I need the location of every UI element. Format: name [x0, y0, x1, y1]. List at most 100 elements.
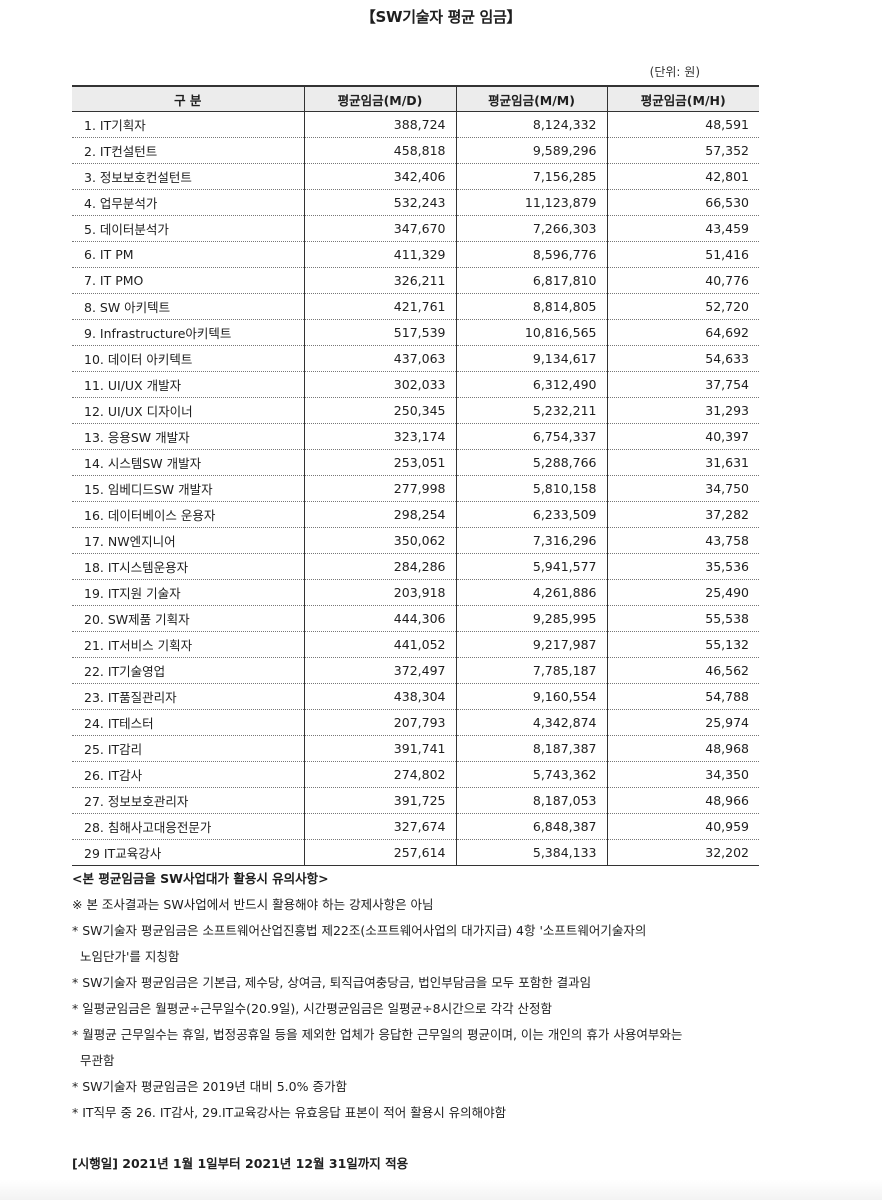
row-daily-wage: 517,539 [303, 319, 456, 346]
table-row: 25. IT감리 391,741 8,187,387 48,968 [72, 735, 759, 762]
row-hourly-wage: 46,562 [606, 657, 759, 684]
row-monthly-wage: 7,156,285 [455, 163, 607, 190]
row-monthly-wage: 9,589,296 [455, 137, 607, 164]
row-hourly-wage: 31,631 [606, 449, 759, 476]
row-monthly-wage: 7,316,296 [455, 527, 607, 554]
row-hourly-wage: 66,530 [606, 189, 759, 216]
row-monthly-wage: 6,848,387 [455, 813, 607, 840]
row-daily-wage: 438,304 [303, 683, 456, 710]
header-daily-wage: 평균임금(M/D) [303, 85, 456, 112]
row-monthly-wage: 8,187,387 [455, 735, 607, 762]
row-category: 15. 임베디드SW 개발자 [72, 475, 304, 502]
row-daily-wage: 298,254 [303, 501, 456, 528]
row-monthly-wage: 5,288,766 [455, 449, 607, 476]
row-monthly-wage: 9,285,995 [455, 605, 607, 632]
row-category: 14. 시스템SW 개발자 [72, 449, 304, 476]
row-monthly-wage: 5,384,133 [455, 839, 607, 866]
table-row: 13. 응용SW 개발자 323,174 6,754,337 40,397 [72, 423, 759, 450]
row-daily-wage: 411,329 [303, 241, 456, 268]
page-bottom-fade [0, 1180, 882, 1200]
row-daily-wage: 444,306 [303, 605, 456, 632]
row-daily-wage: 437,063 [303, 345, 456, 372]
row-monthly-wage: 9,160,554 [455, 683, 607, 710]
row-daily-wage: 323,174 [303, 423, 456, 450]
table-row: 20. SW제품 기획자 444,306 9,285,995 55,538 [72, 605, 759, 632]
row-daily-wage: 350,062 [303, 527, 456, 554]
row-hourly-wage: 48,966 [606, 787, 759, 814]
row-hourly-wage: 55,132 [606, 631, 759, 658]
row-category: 2. IT컨설턴트 [72, 137, 304, 164]
row-hourly-wage: 43,459 [606, 215, 759, 242]
row-category: 18. IT시스템운용자 [72, 553, 304, 580]
row-category: 26. IT감사 [72, 761, 304, 788]
row-category: 3. 정보보호컨설턴트 [72, 163, 304, 190]
note-item: * IT직무 중 26. IT감사, 29.IT교육강사는 유효응답 표본이 적… [72, 1105, 507, 1120]
row-daily-wage: 257,614 [303, 839, 456, 866]
row-hourly-wage: 25,974 [606, 709, 759, 736]
row-hourly-wage: 52,720 [606, 293, 759, 320]
row-category: 7. IT PMO [72, 267, 304, 294]
table-body: 1. IT기획자 388,724 8,124,332 48,591 2. IT컨설턴트 4… [72, 111, 759, 866]
row-category: 25. IT감리 [72, 735, 304, 762]
row-daily-wage: 326,211 [303, 267, 456, 294]
row-monthly-wage: 8,596,776 [455, 241, 607, 268]
row-hourly-wage: 48,591 [606, 111, 759, 138]
row-monthly-wage: 5,810,158 [455, 475, 607, 502]
row-category: 16. 데이터베이스 운용자 [72, 501, 304, 528]
page-title: 【SW기술자 평균 임금】 [360, 8, 522, 26]
row-category: 24. IT테스터 [72, 709, 304, 736]
row-daily-wage: 532,243 [303, 189, 456, 216]
table-row: 4. 업무분석가 532,243 11,123,879 66,530 [72, 189, 759, 216]
row-hourly-wage: 40,959 [606, 813, 759, 840]
row-hourly-wage: 48,968 [606, 735, 759, 762]
row-monthly-wage: 8,187,053 [455, 787, 607, 814]
row-category: 13. 응용SW 개발자 [72, 423, 304, 450]
row-daily-wage: 441,052 [303, 631, 456, 658]
row-category: 11. UI/UX 개발자 [72, 371, 304, 398]
table-row: 29 IT교육강사 257,614 5,384,133 32,202 [72, 839, 759, 866]
row-monthly-wage: 9,217,987 [455, 631, 607, 658]
row-category: 17. NW엔지니어 [72, 527, 304, 554]
row-category: 9. Infrastructure아키텍트 [72, 319, 304, 346]
row-monthly-wage: 5,941,577 [455, 553, 607, 580]
table-row: 9. Infrastructure아키텍트 517,539 10,816,565 64… [72, 319, 759, 346]
table-row: 15. 임베디드SW 개발자 277,998 5,810,158 34,750 [72, 475, 759, 502]
row-hourly-wage: 34,350 [606, 761, 759, 788]
table-row: 6. IT PM 411,329 8,596,776 51,416 [72, 241, 759, 268]
row-category: 20. SW제품 기획자 [72, 605, 304, 632]
row-hourly-wage: 34,750 [606, 475, 759, 502]
row-daily-wage: 458,818 [303, 137, 456, 164]
row-category: 5. 데이터분석가 [72, 215, 304, 242]
row-monthly-wage: 9,134,617 [455, 345, 607, 372]
table-row: 10. 데이터 아키텍트 437,063 9,134,617 54,633 [72, 345, 759, 372]
note-item: * 월평균 근무일수는 휴일, 법정공휴일 등을 제외한 업체가 응답한 근무일… [72, 1027, 683, 1042]
row-daily-wage: 391,741 [303, 735, 456, 762]
row-hourly-wage: 57,352 [606, 137, 759, 164]
row-monthly-wage: 7,785,187 [455, 657, 607, 684]
row-monthly-wage: 5,743,362 [455, 761, 607, 788]
notes-section: <본 평균임금을 SW사업대가 활용시 유의사항> ※ 본 조사결과는 SW사업… [72, 866, 772, 1126]
table-row: 2. IT컨설턴트 458,818 9,589,296 57,352 [72, 137, 759, 164]
table-row: 18. IT시스템운용자 284,286 5,941,577 35,536 [72, 553, 759, 580]
row-hourly-wage: 55,538 [606, 605, 759, 632]
row-daily-wage: 302,033 [303, 371, 456, 398]
header-hourly-wage: 평균임금(M/H) [606, 85, 759, 112]
row-hourly-wage: 35,536 [606, 553, 759, 580]
header-category: 구 분 [72, 85, 304, 112]
note-item: 노임단가'를 지칭함 [80, 949, 180, 964]
row-category: 12. UI/UX 디자이너 [72, 397, 304, 424]
row-category: 29 IT교육강사 [72, 839, 304, 866]
row-category: 19. IT지원 기술자 [72, 579, 304, 606]
row-category: 4. 업무분석가 [72, 189, 304, 216]
row-hourly-wage: 40,397 [606, 423, 759, 450]
row-monthly-wage: 7,266,303 [455, 215, 607, 242]
row-monthly-wage: 6,754,337 [455, 423, 607, 450]
row-hourly-wage: 51,416 [606, 241, 759, 268]
table-header-row: 구 분 평균임금(M/D) 평균임금(M/M) 평균임금(M/H) [72, 85, 759, 112]
row-daily-wage: 250,345 [303, 397, 456, 424]
row-hourly-wage: 31,293 [606, 397, 759, 424]
wage-table: 구 분 평균임금(M/D) 평균임금(M/M) 평균임금(M/H) 1. IT기… [72, 85, 759, 866]
row-monthly-wage: 6,817,810 [455, 267, 607, 294]
table-row: 23. IT품질관리자 438,304 9,160,554 54,788 [72, 683, 759, 710]
row-category: 8. SW 아키텍트 [72, 293, 304, 320]
